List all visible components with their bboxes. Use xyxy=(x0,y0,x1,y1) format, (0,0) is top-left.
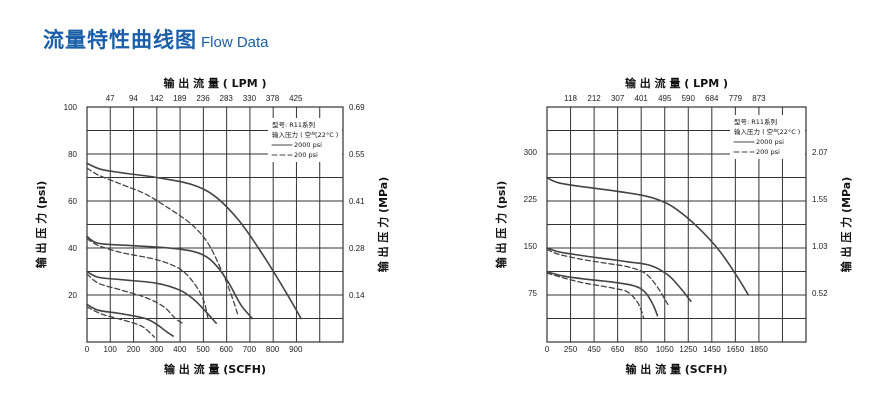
top-tick-label: 47 xyxy=(106,94,115,103)
bottom-tick-label: 1050 xyxy=(656,345,674,354)
bottom-tick-label: 900 xyxy=(289,345,303,354)
right-tick-label: 0.55 xyxy=(349,150,365,159)
bottom-tick-label: 700 xyxy=(243,345,257,354)
top-tick-label: 212 xyxy=(587,94,601,103)
bottom-tick-label: 0 xyxy=(545,345,550,354)
left-tick-label: 300 xyxy=(524,148,538,157)
top-tick-label: 873 xyxy=(752,94,766,103)
bottom-axis-title: 输 出 流 量 (SCFH) xyxy=(164,362,266,376)
right-axis-title: 输 出 压 力 (MPa) xyxy=(839,177,853,273)
right-axis-title: 输 出 压 力 (MPa) xyxy=(376,177,390,273)
page-title-chinese: 流量特性曲线图 xyxy=(43,28,197,52)
flow-curve-dashed-4 xyxy=(86,237,209,320)
right-tick-label: 1.55 xyxy=(812,195,828,204)
top-tick-label: 401 xyxy=(635,94,649,103)
right-tick-label: 2.07 xyxy=(812,148,828,157)
legend-entry-label: 2000 psi xyxy=(294,141,322,149)
bottom-tick-label: 250 xyxy=(564,345,578,354)
top-tick-label: 425 xyxy=(289,94,303,103)
top-axis-title: 输 出 流 量 ( LPM ) xyxy=(163,76,266,90)
top-tick-label: 118 xyxy=(564,94,577,103)
bottom-axis-title: 输 出 流 量 (SCFH) xyxy=(625,362,727,376)
top-tick-label: 94 xyxy=(129,94,138,103)
right-tick-label: 0.28 xyxy=(349,244,365,253)
left-tick-label: 100 xyxy=(64,103,78,112)
chart-2: 输 出 流 量 ( LPM ) 118 212 307 401 495 590 684 779 8… xyxy=(494,76,853,376)
bottom-tick-label: 850 xyxy=(635,345,649,354)
flow-curve-solid-1 xyxy=(546,177,750,296)
legend-entry-label: 2000 psi xyxy=(756,138,784,146)
left-tick-label: 225 xyxy=(524,195,538,204)
left-tick-label: 75 xyxy=(528,289,537,298)
right-tick-label: 0.52 xyxy=(812,289,828,298)
bottom-tick-label: 450 xyxy=(587,345,601,354)
bottom-tick-label: 400 xyxy=(173,345,187,354)
right-tick-label: 0.41 xyxy=(349,197,365,206)
top-tick-label: 330 xyxy=(243,94,257,103)
flow-curve-dashed-6 xyxy=(86,273,184,324)
right-tick-label: 0.14 xyxy=(349,291,365,300)
flow-curve-dashed-3 xyxy=(546,248,669,306)
bottom-tick-label: 650 xyxy=(611,345,625,354)
bottom-tick-label: 800 xyxy=(266,345,280,354)
flow-curve-solid-4 xyxy=(546,271,659,317)
top-tick-label: 142 xyxy=(150,94,164,103)
bottom-tick-label: 100 xyxy=(104,345,118,354)
legend-input-label: 输入压力 ( 空气22°C ) xyxy=(734,127,800,136)
top-tick-label: 779 xyxy=(729,94,743,103)
bottom-tick-label: 0 xyxy=(85,345,90,354)
bottom-tick-label: 200 xyxy=(127,345,141,354)
legend-input-label: 输入压力 ( 空气22°C ) xyxy=(272,130,338,139)
bottom-tick-label: 1250 xyxy=(679,345,697,354)
bottom-tick-label: 300 xyxy=(150,345,164,354)
bottom-tick-label: 500 xyxy=(196,345,210,354)
flow-curve-dashed-8 xyxy=(86,306,156,338)
flow-curve-solid-7 xyxy=(86,303,174,337)
bottom-tick-label: 1850 xyxy=(750,345,768,354)
bottom-tick-label: 1450 xyxy=(703,345,721,354)
top-tick-label: 684 xyxy=(705,94,719,103)
top-tick-label: 283 xyxy=(220,94,234,103)
top-axis-title: 输 出 流 量 ( LPM ) xyxy=(625,76,728,90)
left-tick-label: 40 xyxy=(68,244,77,253)
top-tick-label: 590 xyxy=(682,94,696,103)
legend-entry-label: 200 psi xyxy=(294,151,318,159)
flow-curve-dashed-2 xyxy=(86,167,239,317)
left-tick-label: 60 xyxy=(68,197,77,206)
flow-curve-dashed-5 xyxy=(546,272,645,319)
page-title: 流量特性曲线图 Flow Data xyxy=(43,24,269,54)
top-tick-label: 378 xyxy=(266,94,280,103)
page-title-english: Flow Data xyxy=(201,34,269,51)
left-tick-label: 80 xyxy=(68,150,77,159)
plot-frame xyxy=(546,106,807,343)
flow-curve-solid-2 xyxy=(546,247,692,303)
legend-model-label: 型号: R11系列 xyxy=(734,117,777,126)
right-tick-label: 0.69 xyxy=(349,103,365,112)
bottom-tick-label: 1650 xyxy=(727,345,745,354)
top-tick-label: 236 xyxy=(196,94,210,103)
left-tick-label: 150 xyxy=(524,242,538,251)
legend-entry-label: 200 psi xyxy=(756,148,780,156)
bottom-tick-label: 600 xyxy=(220,345,234,354)
left-axis-title: 输 出 压 力 (psi) xyxy=(494,181,508,269)
top-tick-label: 307 xyxy=(611,94,625,103)
flow-curve-solid-1 xyxy=(86,162,302,320)
flow-curve-solid-5 xyxy=(86,270,217,324)
top-tick-label: 189 xyxy=(173,94,187,103)
left-axis-title: 输 出 压 力 (psi) xyxy=(34,181,48,269)
legend-model-label: 型号: R11系列 xyxy=(272,120,315,129)
flow-curve-solid-3 xyxy=(86,235,253,320)
plot-frame xyxy=(86,106,344,343)
right-tick-label: 1.03 xyxy=(812,242,828,251)
left-tick-label: 20 xyxy=(68,291,77,300)
top-tick-label: 495 xyxy=(658,94,672,103)
chart-1: 输 出 流 量 ( LPM ) 47 94 142 189 236 283 330 378 425… xyxy=(34,76,390,376)
